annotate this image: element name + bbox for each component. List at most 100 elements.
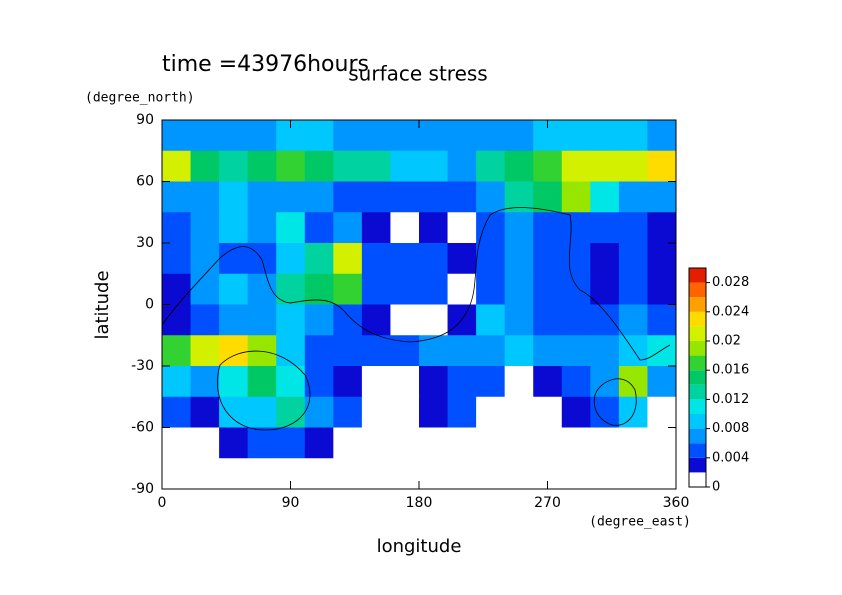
cell bbox=[247, 366, 277, 398]
cell bbox=[419, 427, 449, 459]
y-axis-label: latitude bbox=[92, 270, 113, 339]
cell bbox=[561, 150, 591, 182]
cell bbox=[361, 212, 391, 244]
cell bbox=[390, 458, 420, 490]
cell bbox=[333, 396, 363, 428]
cell bbox=[618, 120, 648, 152]
cell bbox=[390, 120, 420, 152]
cell bbox=[304, 212, 334, 244]
y-tick-label: 30 bbox=[136, 235, 154, 251]
cell bbox=[333, 427, 363, 459]
cell bbox=[361, 273, 391, 305]
cell bbox=[333, 366, 363, 398]
x-tick-label: 0 bbox=[158, 495, 167, 511]
cell bbox=[561, 458, 591, 490]
cell bbox=[333, 304, 363, 336]
cell bbox=[390, 181, 420, 213]
cell bbox=[533, 304, 563, 336]
cell bbox=[476, 181, 506, 213]
cell bbox=[190, 181, 220, 213]
cell bbox=[618, 458, 648, 490]
cell bbox=[618, 181, 648, 213]
x-axis-label: longitude bbox=[377, 536, 462, 557]
cell bbox=[647, 150, 677, 182]
cell bbox=[647, 427, 677, 459]
cell bbox=[247, 396, 277, 428]
cell bbox=[390, 212, 420, 244]
cell bbox=[561, 243, 591, 275]
colorbar-tick-label: 0.012 bbox=[712, 392, 749, 407]
cell bbox=[590, 304, 620, 336]
cell bbox=[533, 150, 563, 182]
cell bbox=[162, 120, 192, 152]
cell bbox=[590, 150, 620, 182]
cell bbox=[219, 458, 249, 490]
cell bbox=[590, 366, 620, 398]
cell bbox=[304, 243, 334, 275]
cell bbox=[504, 427, 534, 459]
cell bbox=[162, 335, 192, 367]
colorbar-segment bbox=[689, 326, 706, 341]
cell bbox=[333, 212, 363, 244]
cell bbox=[162, 304, 192, 336]
cell bbox=[361, 458, 391, 490]
cell bbox=[419, 150, 449, 182]
x-tick-label: 360 bbox=[663, 495, 690, 511]
colorbar-tick-label: 0.02 bbox=[712, 334, 741, 349]
y-tick-label: 60 bbox=[136, 174, 154, 190]
cell bbox=[419, 335, 449, 367]
cell bbox=[561, 304, 591, 336]
cell bbox=[533, 243, 563, 275]
cell bbox=[276, 150, 306, 182]
cell bbox=[618, 243, 648, 275]
cell bbox=[390, 150, 420, 182]
cell bbox=[419, 181, 449, 213]
y-unit: (degree_north) bbox=[85, 91, 195, 106]
cell bbox=[333, 120, 363, 152]
cell bbox=[561, 335, 591, 367]
cell bbox=[190, 212, 220, 244]
cell bbox=[219, 366, 249, 398]
chart-title: surface stress bbox=[348, 62, 487, 86]
cell bbox=[276, 366, 306, 398]
cell bbox=[533, 427, 563, 459]
y-tick-label: 90 bbox=[136, 112, 154, 128]
cell bbox=[361, 181, 391, 213]
colorbar-segment bbox=[689, 472, 706, 487]
cell bbox=[476, 458, 506, 490]
cell bbox=[447, 304, 477, 336]
cell bbox=[447, 273, 477, 305]
cell bbox=[504, 304, 534, 336]
cell bbox=[247, 120, 277, 152]
cell bbox=[304, 458, 334, 490]
colorbar-tick-label: 0.024 bbox=[712, 304, 749, 319]
colorbar-segment bbox=[689, 297, 706, 312]
cell bbox=[419, 396, 449, 428]
x-unit: (degree_east) bbox=[589, 515, 691, 530]
cell bbox=[447, 335, 477, 367]
cell bbox=[190, 458, 220, 490]
cell bbox=[419, 458, 449, 490]
cell bbox=[419, 212, 449, 244]
cell bbox=[190, 366, 220, 398]
cell bbox=[361, 396, 391, 428]
cell bbox=[476, 304, 506, 336]
cell bbox=[190, 335, 220, 367]
cell bbox=[219, 212, 249, 244]
colorbar-tick-label: 0.004 bbox=[712, 450, 749, 465]
coastline bbox=[217, 350, 311, 431]
cell bbox=[162, 243, 192, 275]
colorbar-segment bbox=[689, 457, 706, 473]
colorbar-segment bbox=[689, 311, 706, 327]
cell bbox=[219, 427, 249, 459]
colorbar-segment bbox=[689, 443, 706, 458]
cell bbox=[190, 273, 220, 305]
cell bbox=[219, 181, 249, 213]
cell bbox=[618, 304, 648, 336]
cell bbox=[590, 243, 620, 275]
cell bbox=[304, 150, 334, 182]
cell bbox=[504, 458, 534, 490]
colorbar-segment bbox=[689, 428, 706, 444]
cell bbox=[276, 243, 306, 275]
